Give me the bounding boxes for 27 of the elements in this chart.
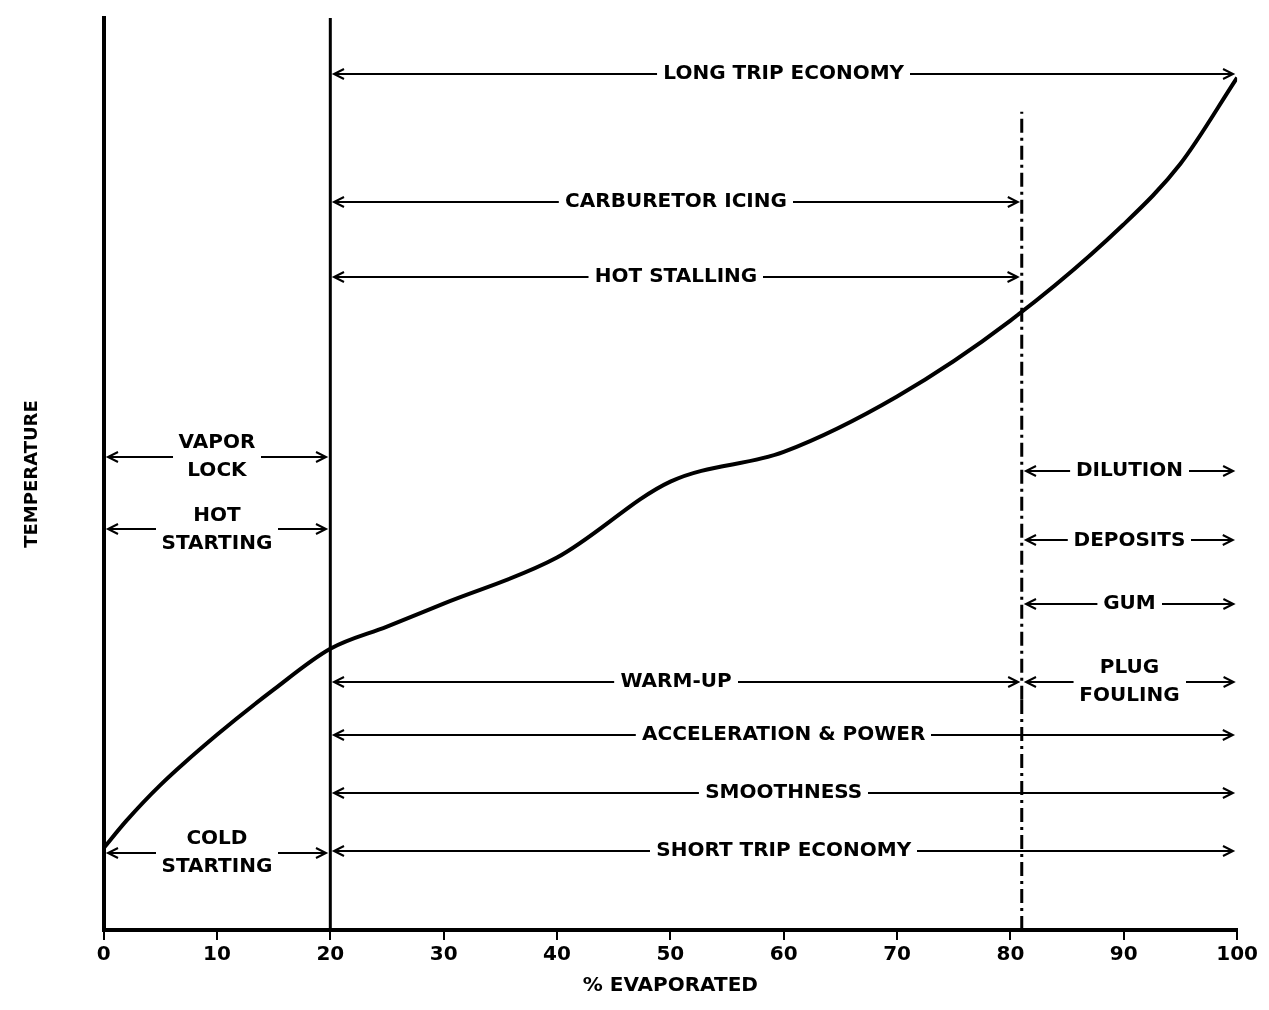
x-tick-label: 60 — [769, 941, 798, 966]
annotation: VAPOR LOCK — [178, 429, 256, 482]
annotation: LONG TRIP ECONOMY — [663, 60, 905, 85]
y-axis-title: TEMPERATURE — [20, 400, 42, 548]
annotation: ACCELERATION & POWER — [642, 721, 926, 746]
x-tick-label: 20 — [316, 941, 345, 966]
annotation: DILUTION — [1075, 456, 1184, 481]
x-tick-label: 50 — [656, 941, 685, 966]
annotation: GUM — [1103, 589, 1156, 614]
annotation: SHORT TRIP ECONOMY — [656, 836, 912, 861]
x-tick-label: 70 — [883, 941, 911, 966]
x-tick-label: 40 — [543, 941, 571, 966]
x-axis-title: % EVAPORATED — [582, 972, 758, 997]
annotation: CARBURETOR ICING — [565, 188, 787, 213]
x-tick-label: 90 — [1109, 941, 1138, 966]
annotation: PLUG FOULING — [1079, 654, 1180, 707]
x-tick-label: 10 — [203, 941, 231, 966]
x-tick-label: 80 — [996, 941, 1025, 966]
x-tick-label: 100 — [1216, 941, 1258, 966]
annotation: HOT STALLING — [594, 263, 758, 288]
annotation: COLD STARTING — [161, 825, 273, 878]
annotation: DEPOSITS — [1073, 526, 1186, 551]
annotation: SMOOTHNESS — [705, 778, 863, 803]
annotation: WARM-UP — [620, 668, 732, 693]
x-tick-label: 0 — [96, 941, 111, 966]
x-tick-label: 30 — [429, 941, 458, 966]
annotation: HOT STARTING — [161, 501, 273, 554]
